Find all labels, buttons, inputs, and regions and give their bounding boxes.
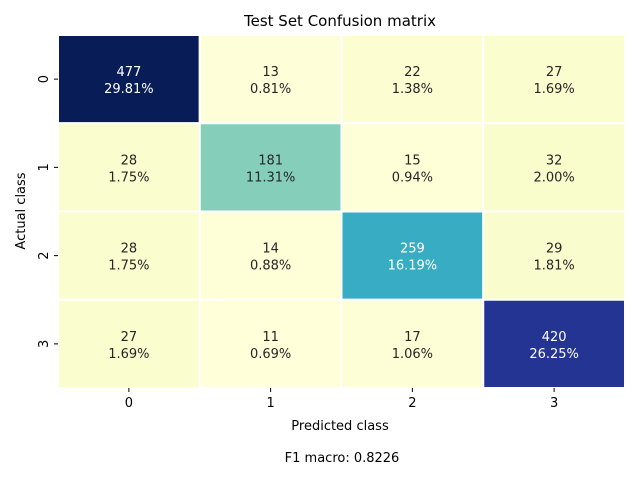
heatmap-cell-0-2 <box>340 34 485 125</box>
y-tick-label-2: 2 <box>37 251 52 259</box>
x-tick-label-0: 0 <box>125 396 133 411</box>
heatmap-cell-1-1 <box>198 122 343 213</box>
cell-percent-2-1: 0.88% <box>250 259 291 274</box>
cell-count-3-2: 17 <box>404 330 421 345</box>
cell-count-2-1: 14 <box>262 242 279 257</box>
cell-percent-2-2: 16.19% <box>388 259 438 274</box>
chart-title: Test Set Confusion matrix <box>243 12 436 30</box>
cell-count-0-3: 27 <box>546 65 563 80</box>
y-tick-label-3: 3 <box>37 340 52 348</box>
heatmap-cell-2-3 <box>482 210 626 301</box>
x-tick-label-3: 3 <box>550 396 558 411</box>
cell-percent-1-0: 1.75% <box>108 170 149 185</box>
cell-percent-2-3: 1.81% <box>533 259 574 274</box>
heatmap-cell-0-0 <box>57 34 201 125</box>
cell-count-2-0: 28 <box>121 242 138 257</box>
cell-percent-1-1: 11.31% <box>246 170 296 185</box>
cell-count-1-3: 32 <box>546 153 563 168</box>
cell-count-2-3: 29 <box>546 242 563 257</box>
cell-count-1-2: 15 <box>404 153 421 168</box>
cell-count-0-1: 13 <box>262 65 279 80</box>
cell-count-3-1: 11 <box>262 330 279 345</box>
heatmap-cell-3-1 <box>198 298 343 389</box>
x-tick-label-1: 1 <box>266 396 274 411</box>
cell-count-0-0: 477 <box>116 65 141 80</box>
cell-count-0-2: 22 <box>404 65 421 80</box>
cell-count-2-2: 259 <box>400 242 425 257</box>
heatmap-cell-1-3 <box>482 122 626 213</box>
y-tick-label-0: 0 <box>37 75 52 83</box>
heatmap-cell-2-1 <box>198 210 343 301</box>
x-axis-ticks: 0 1 2 3 <box>125 388 558 411</box>
x-axis-label: Predicted class <box>291 419 389 434</box>
heatmap-cell-0-1 <box>198 34 343 125</box>
heatmap-cells: 477 29.81% 13 0.81% 22 1.38% 27 1.69% 28 1.75% 181… <box>57 34 626 389</box>
cell-count-3-3: 420 <box>542 330 567 345</box>
y-axis-label: Actual class <box>14 172 29 249</box>
cell-percent-3-3: 26.25% <box>529 347 579 362</box>
f1-macro-note: F1 macro: 0.8226 <box>285 451 400 466</box>
cell-percent-0-2: 1.38% <box>392 82 433 97</box>
cell-percent-1-3: 2.00% <box>533 170 574 185</box>
cell-percent-3-2: 1.06% <box>392 347 433 362</box>
x-tick-label-2: 2 <box>408 396 416 411</box>
cell-count-3-0: 27 <box>121 330 138 345</box>
cell-percent-0-1: 0.81% <box>250 82 291 97</box>
cell-count-1-1: 181 <box>258 153 283 168</box>
cell-count-1-0: 28 <box>121 153 138 168</box>
y-tick-label-1: 1 <box>37 163 52 171</box>
cell-percent-0-0: 29.81% <box>104 82 154 97</box>
y-axis-ticks: 0 1 2 3 <box>37 75 58 348</box>
heatmap-cell-3-3 <box>482 298 626 389</box>
cell-percent-3-1: 0.69% <box>250 347 291 362</box>
cell-percent-2-0: 1.75% <box>108 259 149 274</box>
cell-percent-3-0: 1.69% <box>108 347 149 362</box>
cell-percent-1-2: 0.94% <box>392 170 433 185</box>
cell-percent-0-3: 1.69% <box>533 82 574 97</box>
heatmap-cell-0-3 <box>482 34 626 125</box>
